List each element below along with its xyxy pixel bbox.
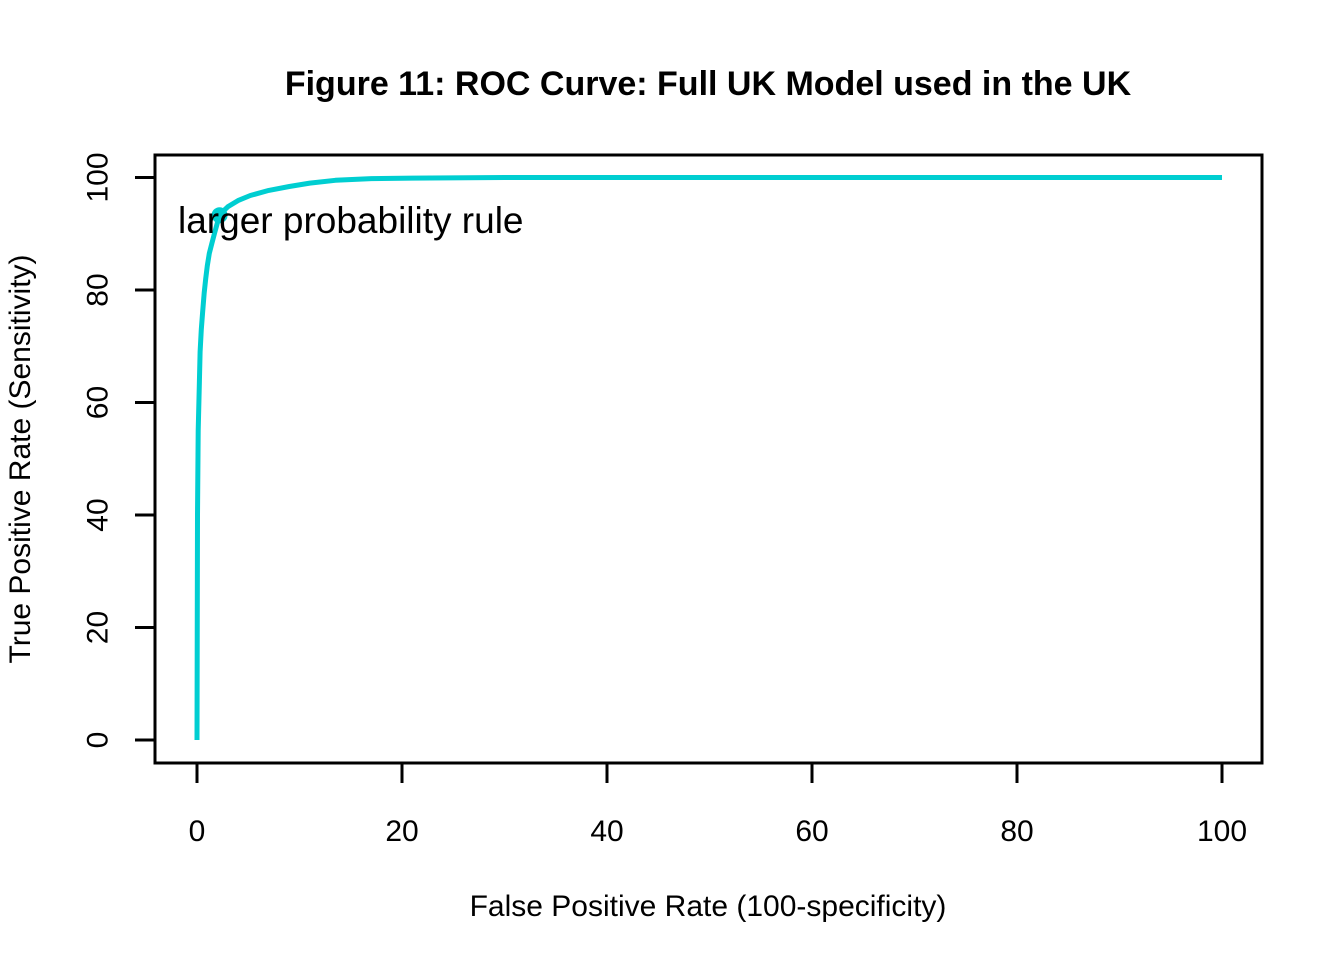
- plot-box: [153, 153, 1264, 765]
- x-tick-label: 40: [590, 815, 623, 848]
- y-tick-label: 100: [82, 152, 115, 202]
- chart-title: Figure 11: ROC Curve: Full UK Model used…: [285, 65, 1132, 103]
- x-axis-ticks: 0 20 40 60 80 100: [189, 763, 1247, 848]
- operating-point-marker: [211, 207, 228, 224]
- x-tick-label: 20: [385, 815, 418, 848]
- x-tick-label: 80: [1000, 815, 1033, 848]
- y-tick-label: 80: [82, 273, 115, 306]
- y-tick-label: 40: [82, 498, 115, 531]
- y-tick-label: 0: [82, 732, 115, 749]
- x-tick-label: 100: [1197, 815, 1247, 848]
- x-axis-label: False Positive Rate (100-specificity): [470, 890, 947, 923]
- roc-curve-line: [194, 175, 1222, 741]
- annotation-larger-probability-rule: larger probability rule: [178, 200, 524, 241]
- y-tick-label: 60: [82, 386, 115, 419]
- roc-curve-series: [194, 175, 1222, 741]
- x-tick-label: 60: [795, 815, 828, 848]
- x-tick-label: 0: [189, 815, 206, 848]
- y-tick-label: 20: [82, 611, 115, 644]
- y-axis-label: True Positive Rate (Sensitivity): [4, 254, 37, 663]
- y-axis-ticks: 0 20 40 60 80 100: [82, 152, 155, 749]
